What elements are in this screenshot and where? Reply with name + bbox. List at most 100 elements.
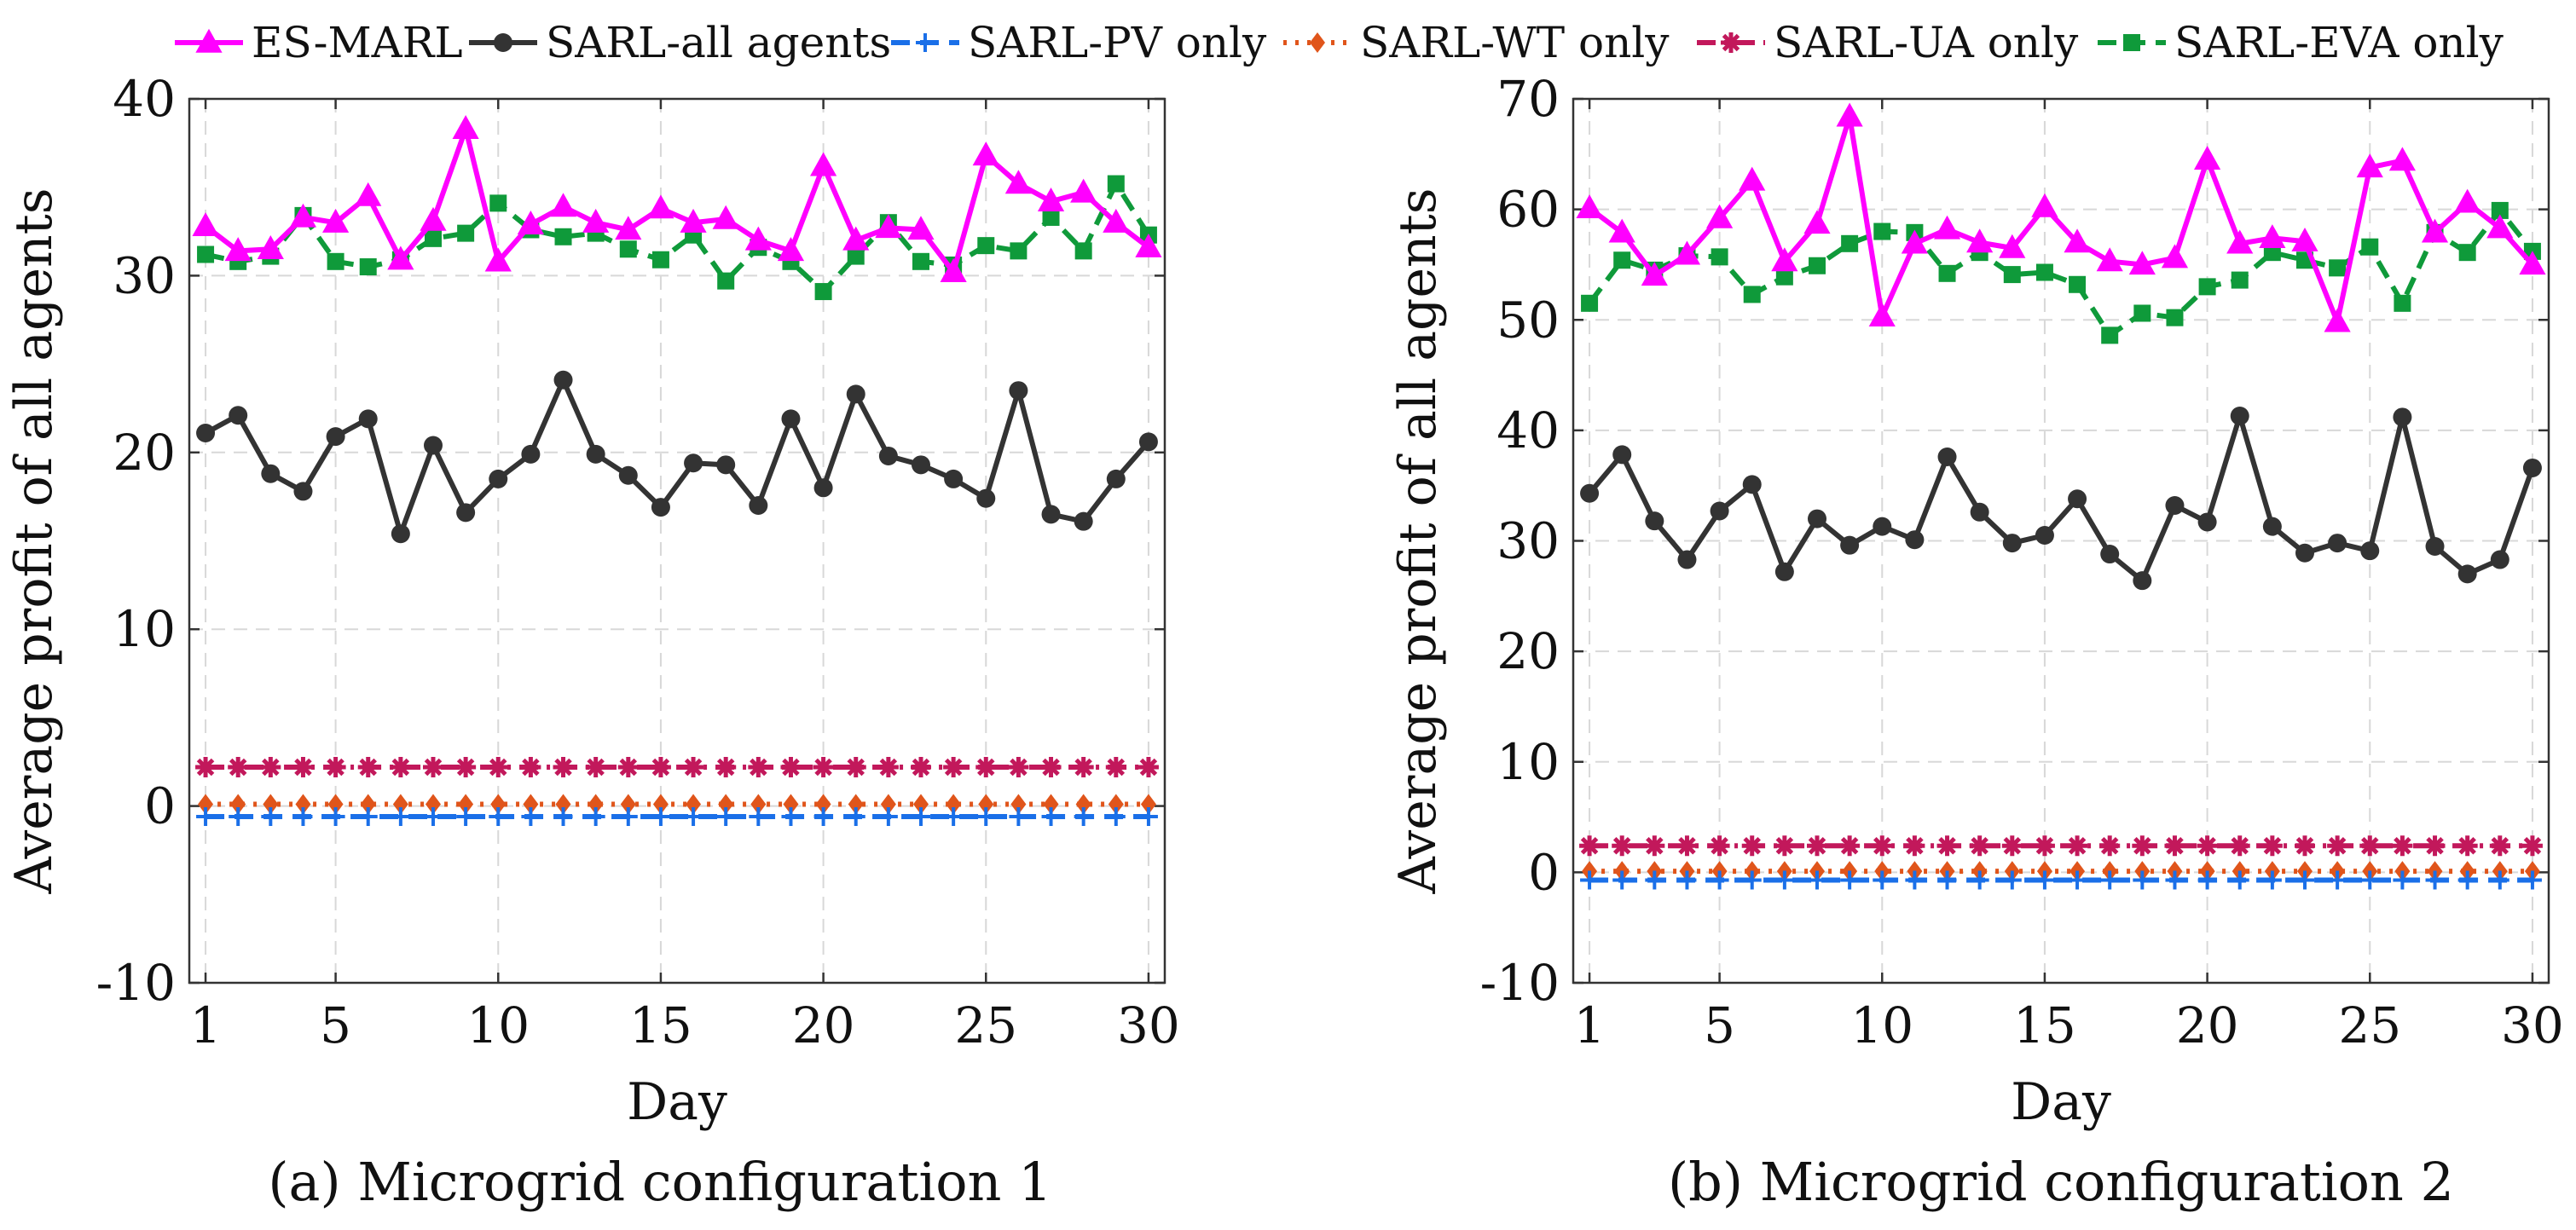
- data-point-es-marl: [2291, 227, 2318, 251]
- data-point-sarl-ua-only: [1676, 835, 1698, 857]
- data-point-sarl-all-agents: [781, 409, 801, 429]
- data-point-sarl-wt-only: [458, 794, 474, 815]
- y-tick-label: 0: [144, 777, 176, 835]
- data-point-sarl-eva-only: [814, 283, 832, 301]
- data-point-sarl-pv-only: [1009, 807, 1028, 827]
- x-tick-label: 25: [2338, 996, 2401, 1054]
- data-point-sarl-ua-only: [1137, 756, 1159, 777]
- data-point-sarl-ua-only: [1741, 835, 1763, 857]
- data-point-sarl-pv-only: [2197, 870, 2217, 890]
- data-point-sarl-pv-only: [1106, 807, 1126, 827]
- data-point-sarl-all-agents: [1710, 501, 1729, 521]
- data-point-es-marl: [2128, 251, 2156, 275]
- series-sarl-pv-only: [1580, 870, 2542, 890]
- data-point-sarl-eva-only: [2035, 263, 2053, 281]
- data-point-sarl-eva-only: [2263, 244, 2281, 262]
- data-point-sarl-eva-only: [619, 240, 637, 258]
- data-point-sarl-ua-only: [2424, 835, 2446, 857]
- data-point-sarl-ua-only: [488, 756, 509, 777]
- data-point-sarl-all-agents: [1009, 381, 1028, 401]
- data-point-sarl-ua-only: [390, 756, 411, 777]
- data-point-sarl-wt-only: [783, 794, 799, 815]
- series-line-sarl-eva-only: [1587, 207, 2535, 338]
- data-point-sarl-pv-only: [2425, 870, 2445, 890]
- legend-label: SARL-all agents: [546, 18, 891, 67]
- data-point-es-marl: [1803, 210, 1831, 234]
- data-point-sarl-eva-only: [1809, 257, 1826, 274]
- data-point-sarl-all-agents: [813, 478, 833, 498]
- data-point-es-marl: [322, 208, 350, 233]
- data-point-sarl-all-agents: [651, 498, 670, 517]
- plot-frame: [188, 97, 1166, 985]
- data-point-sarl-all-agents: [2100, 545, 2120, 564]
- tick-marks: [1573, 97, 2549, 985]
- data-point-sarl-ua-only: [683, 756, 704, 777]
- data-point-sarl-ua-only: [1008, 756, 1029, 777]
- data-point-es-marl: [1706, 204, 1734, 228]
- data-point-sarl-wt-only: [327, 794, 344, 815]
- x-tick-label: 5: [320, 996, 351, 1054]
- data-point-sarl-pv-only: [2522, 870, 2542, 890]
- series-es-marl: [192, 115, 1162, 282]
- data-point-sarl-eva-only: [2069, 275, 2087, 293]
- data-point-sarl-ua-only: [813, 756, 834, 777]
- data-point-sarl-ua-only: [1936, 835, 1958, 857]
- data-point-sarl-all-agents: [489, 469, 508, 488]
- legend-label: SARL-WT only: [1360, 18, 1670, 67]
- data-point-es-marl: [1608, 218, 1635, 243]
- tick-marks: [189, 97, 1165, 985]
- data-point-sarl-eva-only: [1074, 242, 1092, 260]
- legend-label: SARL-UA only: [1774, 18, 2079, 67]
- panel-caption: (b) Microgrid configuration 2: [1668, 1151, 2454, 1213]
- data-point-sarl-eva-only: [197, 245, 215, 263]
- data-point-sarl-wt-only: [1075, 794, 1091, 815]
- data-point-sarl-ua-only: [2521, 835, 2543, 857]
- data-point-sarl-all-agents: [2328, 534, 2347, 553]
- data-point-sarl-pv-only: [684, 807, 703, 827]
- data-point-sarl-ua-only: [1612, 835, 1633, 857]
- data-point-sarl-all-agents: [749, 496, 768, 516]
- y-tick-label: 60: [1496, 181, 1560, 239]
- data-point-sarl-ua-only: [1644, 835, 1665, 857]
- legend-marker: [1310, 32, 1325, 53]
- data-point-sarl-eva-only: [1938, 264, 1956, 282]
- series-es-marl: [1576, 102, 2546, 332]
- data-point-sarl-ua-only: [1969, 835, 1990, 857]
- data-point-sarl-all-agents: [2002, 534, 2022, 553]
- data-point-es-marl: [2064, 228, 2091, 253]
- data-point-sarl-ua-only: [357, 756, 379, 777]
- data-point-sarl-ua-only: [1807, 835, 1827, 857]
- y-tick-label: 30: [113, 246, 176, 304]
- data-point-sarl-wt-only: [880, 794, 896, 815]
- data-point-sarl-eva-only: [977, 237, 995, 255]
- y-tick-label: 40: [113, 70, 176, 128]
- legend-marker: [2123, 34, 2140, 51]
- data-point-es-marl: [907, 216, 935, 240]
- data-point-sarl-all-agents: [1041, 505, 1061, 524]
- data-point-sarl-eva-only: [1873, 222, 1891, 240]
- legend-item-sarl-eva-only: SARL-EVA only: [2098, 18, 2504, 67]
- data-point-es-marl: [1966, 228, 1994, 253]
- data-point-sarl-pv-only: [2230, 870, 2249, 890]
- series-line-sarl-all-agents: [204, 377, 1151, 537]
- data-point-sarl-ua-only: [553, 756, 574, 777]
- data-point-sarl-wt-only: [815, 794, 831, 815]
- data-point-sarl-all-agents: [1840, 535, 1860, 555]
- legend-item-es-marl: ES-MARL: [175, 18, 463, 67]
- data-point-sarl-pv-only: [1645, 870, 1664, 890]
- data-point-sarl-pv-only: [2262, 870, 2282, 890]
- data-point-sarl-ua-only: [845, 756, 866, 777]
- data-point-sarl-all-agents: [1074, 511, 1093, 531]
- series-sarl-ua-only: [195, 756, 1159, 777]
- data-point-sarl-ua-only: [877, 756, 899, 777]
- data-point-es-marl: [1576, 194, 1603, 219]
- data-point-sarl-eva-only: [717, 272, 735, 290]
- data-point-sarl-wt-only: [230, 794, 246, 815]
- data-point-sarl-ua-only: [2197, 835, 2218, 857]
- data-point-sarl-eva-only: [2231, 271, 2249, 289]
- data-point-es-marl: [2486, 214, 2514, 239]
- data-point-es-marl: [387, 245, 414, 270]
- legend-label: ES-MARL: [252, 18, 463, 67]
- data-point-sarl-pv-only: [1873, 870, 1892, 890]
